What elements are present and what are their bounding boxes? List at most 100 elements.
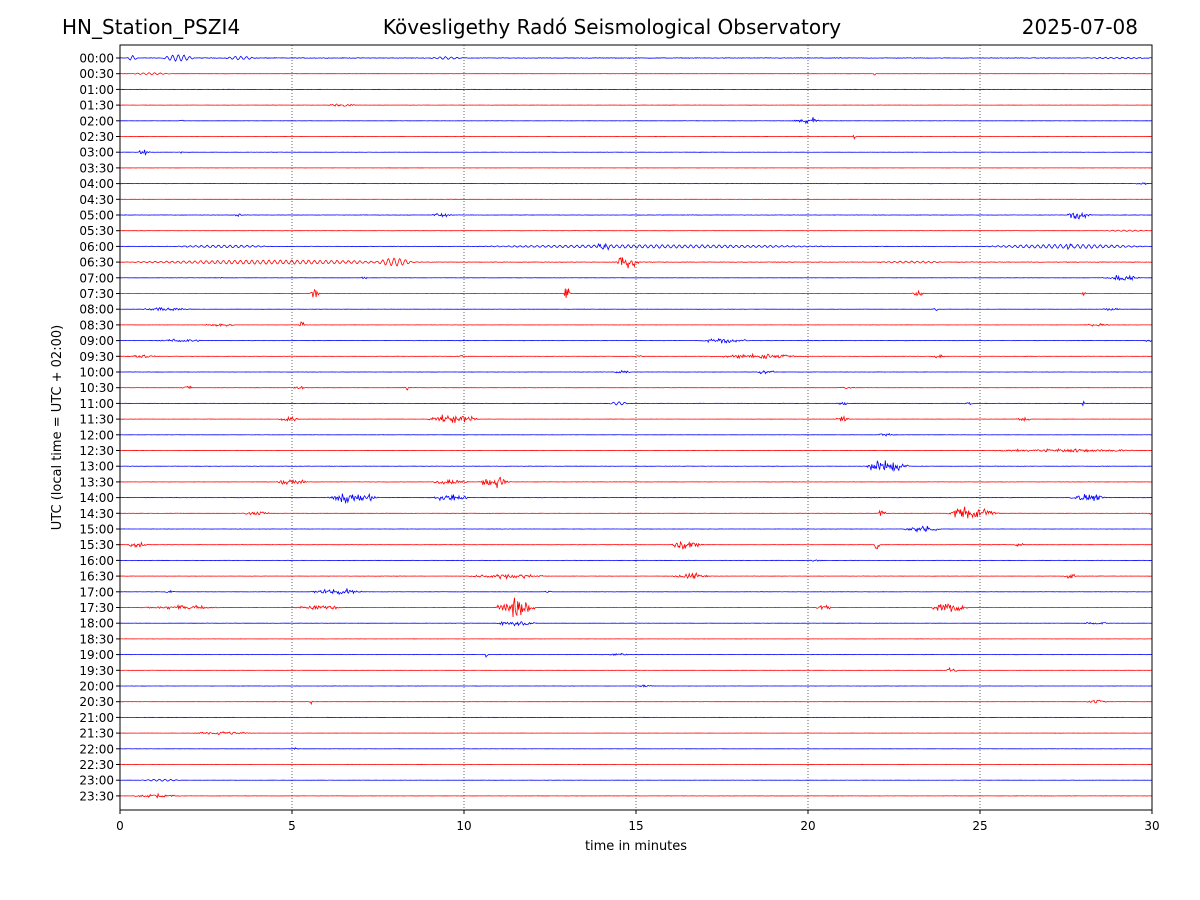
y-tick-label: 13:00 xyxy=(79,460,114,474)
y-tick-label: 16:00 xyxy=(79,554,114,568)
date-title: 2025-07-08 xyxy=(1021,15,1138,39)
y-tick-label: 11:30 xyxy=(79,413,114,427)
trace-1800 xyxy=(119,621,1153,627)
x-tick-label: 15 xyxy=(628,819,643,833)
trace-2300 xyxy=(119,778,1153,782)
trace-1600 xyxy=(119,559,1153,562)
y-tick-label: 02:00 xyxy=(79,114,114,128)
trace-0230 xyxy=(119,134,1153,140)
trace-0830 xyxy=(119,321,1153,328)
trace-2330 xyxy=(119,792,1153,799)
x-tick-label: 10 xyxy=(456,819,471,833)
y-tick-label: 19:30 xyxy=(79,664,114,678)
trace-2000 xyxy=(119,684,1153,688)
y-tick-label: 23:30 xyxy=(79,789,114,803)
y-tick-label: 18:30 xyxy=(79,632,114,646)
x-tick-label: 0 xyxy=(116,819,124,833)
trace-0700 xyxy=(119,274,1153,282)
trace-1400 xyxy=(119,492,1153,505)
y-tick-label: 06:30 xyxy=(79,256,114,270)
y-tick-label: 01:30 xyxy=(79,99,114,113)
trace-1100 xyxy=(119,400,1153,407)
y-tick-label: 21:30 xyxy=(79,727,114,741)
trace-1530 xyxy=(119,540,1153,550)
y-tick-label: 09:30 xyxy=(79,350,114,364)
y-tick-label: 00:30 xyxy=(79,67,114,81)
trace-1130 xyxy=(119,414,1153,423)
trace-1900 xyxy=(119,652,1153,658)
y-tick-label: 13:30 xyxy=(79,475,114,489)
y-tick-label: 08:30 xyxy=(79,318,114,332)
y-tick-label: 22:00 xyxy=(79,742,114,756)
x-tick-label: 5 xyxy=(288,819,296,833)
trace-1200 xyxy=(120,432,1153,437)
y-tick-label: 15:00 xyxy=(79,523,114,537)
y-tick-label: 10:30 xyxy=(79,381,114,395)
y-tick-label: 19:00 xyxy=(79,648,114,662)
y-tick-label: 03:30 xyxy=(79,161,114,175)
y-tick-label: 06:00 xyxy=(79,240,114,254)
y-axis-label: UTC (local time = UTC + 02:00) xyxy=(50,325,65,530)
trace-1730 xyxy=(119,597,1153,618)
y-tick-label: 07:00 xyxy=(79,271,114,285)
trace-1930 xyxy=(119,666,1153,672)
trace-0130 xyxy=(119,103,1153,107)
y-tick-label: 15:30 xyxy=(79,538,114,552)
y-tick-label: 04:30 xyxy=(79,193,114,207)
trace-0600 xyxy=(119,242,1153,251)
y-tick-label: 21:00 xyxy=(79,711,114,725)
y-tick-label: 00:00 xyxy=(79,52,114,66)
x-tick-label: 25 xyxy=(972,819,987,833)
x-axis-ticks: 0 5 10 15 20 25 30 xyxy=(116,810,1160,833)
trace-1030 xyxy=(119,385,1152,391)
trace-1330 xyxy=(119,476,1153,489)
x-tick-label: 30 xyxy=(1144,819,1159,833)
traces xyxy=(119,54,1153,799)
trace-0930 xyxy=(119,352,1153,360)
trace-1300 xyxy=(119,460,1153,473)
y-tick-label: 09:00 xyxy=(79,334,114,348)
trace-1430 xyxy=(119,506,1153,519)
y-tick-label: 12:30 xyxy=(79,444,114,458)
y-tick-label: 14:00 xyxy=(79,491,114,505)
y-tick-label: 23:00 xyxy=(79,774,114,788)
trace-2130 xyxy=(119,731,1153,735)
trace-0000 xyxy=(119,54,1153,62)
station-title: HN_Station_PSZI4 xyxy=(62,15,241,39)
trace-1000 xyxy=(119,369,1153,375)
y-tick-label: 05:00 xyxy=(79,209,114,223)
gridlines xyxy=(291,45,981,810)
observatory-title: Kövesligethy Radó Seismological Observat… xyxy=(382,15,842,39)
x-axis-label: time in minutes xyxy=(585,839,687,854)
y-tick-label: 18:00 xyxy=(79,617,114,631)
trace-0730 xyxy=(119,288,1153,298)
trace-0530 xyxy=(119,229,1153,232)
trace-2030 xyxy=(119,699,1153,706)
trace-0800 xyxy=(119,306,1153,312)
y-tick-label: 14:30 xyxy=(79,507,114,521)
trace-0900 xyxy=(119,337,1153,344)
trace-0630 xyxy=(119,256,1153,269)
trace-1500 xyxy=(119,525,1153,533)
y-tick-label: 16:30 xyxy=(79,570,114,584)
trace-0400 xyxy=(119,182,1153,185)
y-tick-label: 12:00 xyxy=(79,428,114,442)
trace-0300 xyxy=(119,149,1153,156)
y-tick-label: 20:30 xyxy=(79,695,114,709)
y-tick-label: 04:00 xyxy=(79,177,114,191)
y-tick-label: 05:30 xyxy=(79,224,114,238)
y-tick-label: 17:30 xyxy=(79,601,114,615)
y-tick-label: 10:00 xyxy=(79,366,114,380)
y-tick-label: 07:30 xyxy=(79,287,114,301)
trace-0500 xyxy=(119,211,1152,220)
y-tick-label: 11:00 xyxy=(79,397,114,411)
y-tick-label: 17:00 xyxy=(79,585,114,599)
y-tick-label: 02:30 xyxy=(79,130,114,144)
y-tick-label: 01:00 xyxy=(79,83,114,97)
trace-1700 xyxy=(119,588,1153,596)
trace-0030 xyxy=(119,72,1153,76)
trace-1230 xyxy=(119,448,1153,453)
y-tick-label: 08:00 xyxy=(79,303,114,317)
